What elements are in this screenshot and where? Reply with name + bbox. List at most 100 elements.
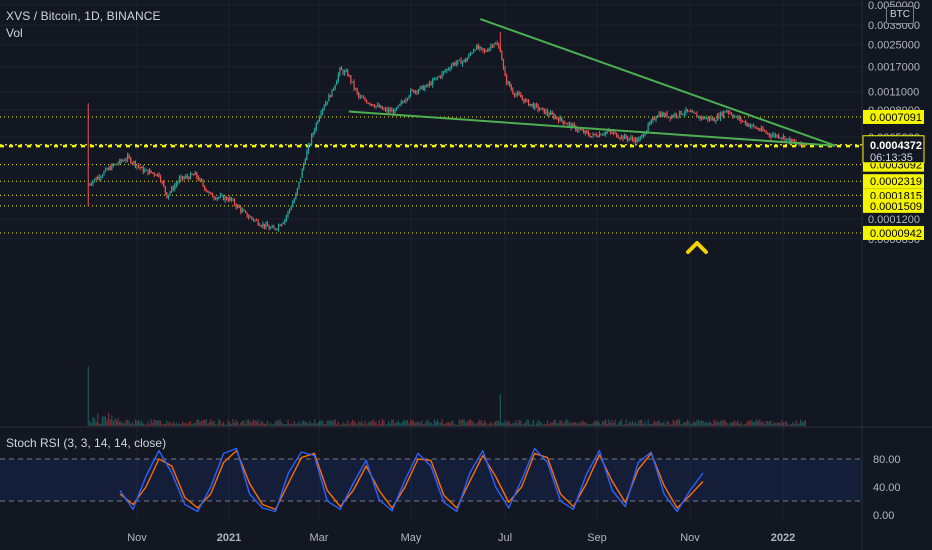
volume-bar: [301, 421, 303, 426]
candle-body: [362, 97, 365, 99]
candle-body: [605, 131, 607, 135]
candle-body: [332, 88, 335, 90]
volume-bar: [145, 424, 148, 426]
candle-body: [494, 43, 497, 45]
candle-body: [210, 192, 212, 194]
volume-bar: [248, 419, 250, 426]
volume-bar: [224, 424, 226, 426]
candle-body: [774, 134, 777, 137]
volume-bar: [779, 422, 781, 426]
volume-bar: [800, 419, 802, 426]
currency-badge[interactable]: BTC: [886, 6, 914, 24]
volume-bar: [796, 423, 799, 426]
volume-bar: [735, 422, 737, 426]
volume-bar: [427, 419, 429, 426]
volume-bar: [568, 423, 571, 426]
candle-body: [553, 114, 555, 119]
volume-bar: [196, 419, 198, 426]
candle-body: [174, 185, 176, 190]
volume-bar: [782, 422, 785, 426]
candle-body: [718, 115, 720, 119]
candle-body: [634, 138, 637, 143]
candle-body: [89, 184, 91, 186]
volume-bar: [394, 423, 396, 426]
candle-body: [100, 176, 102, 179]
candle-body: [361, 96, 363, 98]
candle-body: [650, 120, 652, 124]
volume-bar: [586, 423, 588, 426]
volume-bar: [142, 423, 144, 426]
volume-bar: [740, 421, 742, 426]
volume-bar: [400, 423, 402, 426]
stoch-rsi-label: Stoch RSI (3, 3, 14, 14, close): [6, 436, 167, 450]
candle-body: [150, 170, 152, 173]
candle-body: [669, 116, 671, 119]
volume-bar: [323, 424, 325, 426]
volume-bar: [768, 421, 770, 426]
volume-bar: [680, 424, 682, 426]
volume-bar: [114, 418, 116, 426]
volume-bar: [366, 424, 368, 426]
candle-body: [447, 69, 450, 71]
candle-body: [649, 123, 651, 125]
level-box: [863, 188, 924, 203]
volume-bar: [460, 420, 462, 426]
candle-body: [130, 157, 132, 163]
candle-body: [631, 137, 634, 140]
candle-body: [771, 135, 773, 137]
volume-bar: [136, 420, 138, 426]
volume-bar: [277, 420, 280, 426]
volume-bar: [587, 424, 589, 426]
volume-bar: [403, 419, 405, 426]
volume-bar: [344, 423, 346, 426]
volume-bar: [372, 419, 374, 426]
volume-bar: [175, 422, 177, 426]
candle-body: [208, 192, 210, 194]
volume-bar: [756, 419, 758, 426]
volume-bar: [589, 424, 591, 426]
volume-bar: [564, 421, 566, 426]
volume-bar: [598, 422, 600, 426]
candle-body: [735, 116, 737, 118]
candle-body: [266, 223, 269, 227]
volume-bar: [441, 419, 443, 426]
candle-body: [688, 111, 690, 113]
candle-body: [142, 167, 144, 173]
candle-body: [455, 62, 457, 65]
candle-body: [248, 216, 250, 218]
candle-body: [240, 207, 242, 212]
volume-bar: [760, 422, 762, 426]
volume-bar: [488, 423, 490, 426]
time-tick-label: Nov: [127, 532, 147, 544]
volume-bar: [781, 420, 783, 426]
volume-bar: [321, 420, 324, 426]
trendlines: [348, 18, 836, 147]
volume-bar: [215, 424, 217, 426]
candle-body: [350, 75, 352, 82]
candle-body: [133, 161, 135, 163]
candle-body: [721, 112, 723, 117]
volume-bar: [457, 424, 459, 426]
candle-body: [356, 89, 358, 93]
candle-body: [767, 132, 769, 134]
candle-body: [303, 163, 305, 170]
volume-bar: [399, 422, 401, 426]
level-label: 0.0007091: [870, 112, 922, 124]
volume-bar: [520, 420, 522, 426]
candle-body: [801, 144, 803, 146]
candle-body: [572, 124, 574, 128]
volume-bar: [727, 424, 729, 426]
volume-bar: [708, 421, 711, 426]
candle-body: [600, 133, 602, 136]
volume-bar: [461, 419, 464, 426]
volume-bar: [474, 424, 476, 426]
volume-bar: [178, 423, 181, 426]
volume-bar: [762, 421, 764, 426]
candle-body: [789, 138, 791, 143]
stoch-d-line: [119, 449, 704, 511]
candle-body: [496, 43, 498, 46]
candle-body: [712, 118, 714, 120]
candle-body: [400, 101, 402, 105]
candle-body: [257, 220, 259, 225]
